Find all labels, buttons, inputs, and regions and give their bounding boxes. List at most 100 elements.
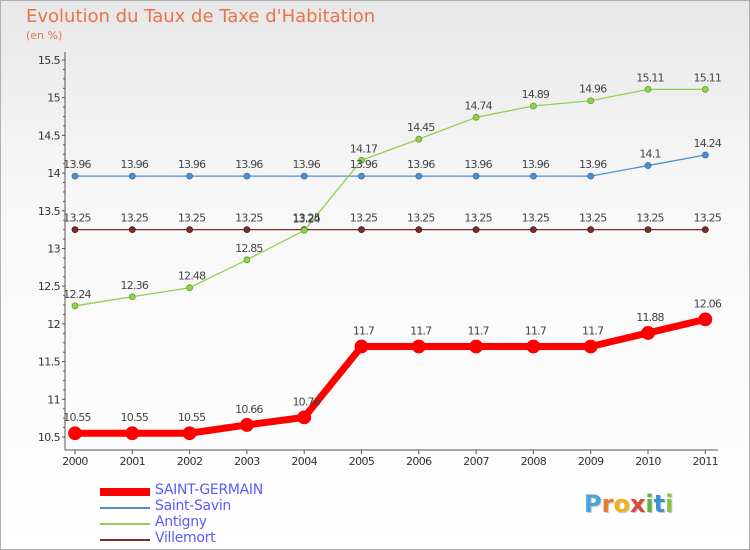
y-tick-label: 10.5 [38,431,61,444]
legend-label-saint-savin: Saint-Savin [155,498,231,514]
data-label-antigny: 12.48 [178,270,206,283]
legend-label-antigny: Antigny [155,514,207,530]
data-label-villemort: 13.25 [350,212,378,225]
legend-item-antigny: Antigny [100,514,360,532]
y-tick-label: 13 [47,243,60,256]
data-point-saint-savin [472,172,480,180]
data-label-saint-germain: 11.7 [525,325,547,338]
data-label-saint-germain: 11.7 [410,325,432,338]
legend-swatch-antigny [100,523,150,525]
data-point-saint-germain [182,426,197,441]
series-line-saint-savin [75,154,706,177]
logo-letter: P [584,490,602,518]
legend-item-villemort: Villemort [100,530,360,548]
data-label-antigny: 14.96 [579,83,607,96]
data-point-saint-germain [469,339,484,354]
data-point-antigny [644,86,652,93]
legend-label-saint-germain: SAINT-GERMAIN [155,482,263,498]
data-label-antigny: 13.24 [292,212,320,225]
data-point-saint-savin [186,172,194,180]
data-point-saint-germain [68,426,82,441]
data-point-antigny [530,102,537,110]
logo-letter: x [629,490,646,518]
data-point-antigny [472,113,480,121]
data-label-saint-germain: 10.55 [63,411,91,424]
data-label-villemort: 13.25 [292,212,320,225]
data-point-saint-germain [239,418,254,432]
data-point-saint-savin [530,172,537,180]
data-point-saint-savin [415,172,423,180]
x-tick-label: 2011 [692,455,718,468]
data-label-saint-savin: 14.24 [694,137,722,150]
data-point-saint-savin [128,172,136,180]
data-point-saint-germain [641,326,655,340]
x-tick-label: 2010 [635,455,661,468]
logo-letter: o [613,490,630,518]
data-label-villemort: 13.25 [694,212,722,225]
legend-swatch-saint-savin [100,507,150,509]
legend-label-villemort: Villemort [155,530,216,546]
data-point-villemort [358,226,365,234]
data-point-saint-savin [358,172,365,180]
x-tick-label: 2001 [119,455,145,468]
chart-title: Evolution du Taux de Taxe d'Habitation [26,6,376,27]
data-label-antigny: 12.24 [63,288,91,301]
y-tick-label: 12.5 [38,280,61,293]
data-label-villemort: 13.25 [63,212,91,225]
data-label-antigny: 14.74 [464,99,492,112]
y-tick-label: 14.5 [38,129,61,142]
data-label-saint-germain: 10.66 [235,403,263,416]
data-point-saint-savin [701,151,709,159]
data-point-saint-germain [125,426,140,441]
data-label-villemort: 13.25 [178,212,206,225]
legend-item-saint-savin: Saint-Savin [100,498,360,516]
y-tick-label: 15.5 [38,54,61,67]
data-label-saint-savin: 13.96 [121,158,149,171]
data-point-villemort [530,226,537,234]
data-label-saint-savin: 14.1 [639,148,660,161]
data-point-saint-savin [644,162,652,169]
data-label-villemort: 13.25 [464,212,492,225]
x-tick-label: 2000 [62,455,88,468]
x-tick-label: 2006 [406,455,432,468]
data-point-antigny [243,256,251,264]
logo-letter: t [653,490,666,518]
x-tick-label: 2008 [521,455,547,468]
data-label-villemort: 13.25 [407,212,435,225]
data-point-antigny [71,302,79,310]
x-tick-label: 2003 [234,455,260,468]
y-tick-label: 14 [47,167,60,180]
x-tick-label: 2005 [349,455,375,468]
data-point-saint-germain [583,339,598,354]
data-point-villemort [415,226,423,234]
data-label-saint-savin: 13.96 [178,158,206,171]
data-label-saint-savin: 13.96 [522,158,550,171]
y-tick-label: 15 [47,92,60,105]
data-label-saint-savin: 13.96 [350,158,378,171]
data-point-antigny [587,97,595,105]
data-point-saint-germain [526,339,541,354]
data-label-saint-germain: 12.06 [694,297,722,310]
x-tick-label: 2009 [578,455,604,468]
data-label-villemort: 13.25 [636,212,664,225]
data-label-antigny: 12.36 [121,279,149,292]
y-tick-label: 11.5 [38,356,61,369]
data-point-villemort [472,226,480,234]
data-point-villemort [243,226,251,234]
data-label-antigny: 14.45 [407,121,435,134]
data-point-villemort [701,226,709,234]
y-tick-label: 13.5 [38,205,61,218]
data-label-antigny: 14.17 [350,142,378,155]
data-label-villemort: 13.25 [121,212,149,225]
x-tick-label: 2002 [177,455,203,468]
legend-item-saint-germain: SAINT-GERMAIN [100,482,360,500]
data-point-villemort [587,226,595,234]
data-point-villemort [644,226,652,234]
logo-letter: i [645,490,654,518]
data-label-saint-germain: 10.55 [178,411,206,424]
data-point-antigny [415,135,423,143]
data-point-saint-germain [297,410,312,425]
data-point-villemort [71,226,79,234]
